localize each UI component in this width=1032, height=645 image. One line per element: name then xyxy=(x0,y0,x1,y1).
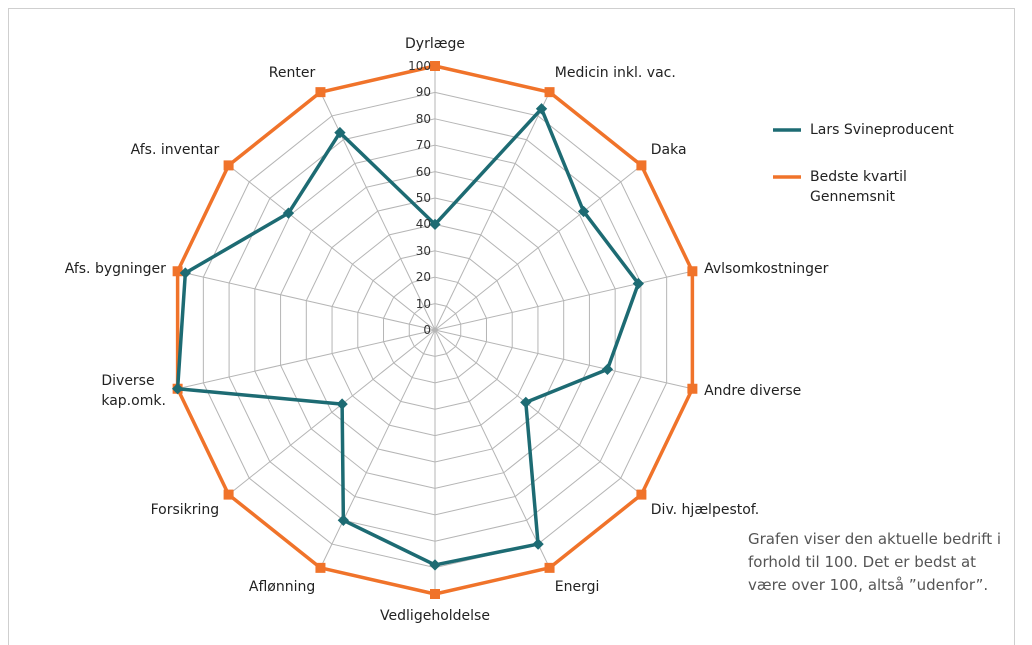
legend-label: Lars Svineproducent xyxy=(810,122,954,138)
marker xyxy=(223,489,234,500)
spoke xyxy=(228,329,436,495)
annotation: Grafen viser den aktuelle bedrift i forh… xyxy=(748,530,1002,594)
category-label: Vedligeholdelse xyxy=(380,608,490,624)
r-tick-label: 0 xyxy=(423,323,431,337)
spoke xyxy=(177,270,436,331)
category-label: Afs. bygninger xyxy=(64,260,166,277)
r-tick-label: 70 xyxy=(415,138,431,153)
spoke xyxy=(434,329,693,390)
marker xyxy=(632,277,644,290)
marker xyxy=(337,514,350,526)
category-label: Afs. inventar xyxy=(130,141,220,158)
marker xyxy=(315,87,326,98)
marker xyxy=(687,266,698,277)
category-label: Medicin inkl. vac. xyxy=(554,65,676,82)
marker xyxy=(544,562,555,573)
marker xyxy=(429,218,441,231)
category-label: Renter xyxy=(268,65,316,82)
marker xyxy=(430,61,440,71)
marker xyxy=(532,538,544,550)
category-label: Forsikring xyxy=(150,502,220,519)
spoke xyxy=(434,270,693,331)
spoke xyxy=(228,165,436,331)
marker xyxy=(223,160,234,171)
marker xyxy=(315,562,326,573)
r-tick-label: 40 xyxy=(415,217,431,232)
marker xyxy=(430,589,440,599)
marker xyxy=(334,126,346,139)
category-label: Dyrlæge xyxy=(405,36,465,52)
spoke xyxy=(434,329,642,495)
category-label: Andre diverse xyxy=(704,383,802,400)
marker xyxy=(636,489,647,500)
marker xyxy=(429,559,441,571)
marker xyxy=(577,205,590,218)
spoke xyxy=(434,165,642,331)
category-label: Daka xyxy=(650,141,687,158)
category-label: Diverse kap.omk. xyxy=(101,373,166,410)
frame xyxy=(8,8,1015,645)
marker xyxy=(636,160,647,171)
r-tick-label: 80 xyxy=(415,111,431,126)
category-label: Aflønning xyxy=(248,578,316,595)
spoke xyxy=(177,329,436,390)
marker xyxy=(172,266,183,277)
marker xyxy=(179,267,191,279)
r-tick-label: 10 xyxy=(415,296,431,311)
r-tick-label: 60 xyxy=(415,164,431,179)
spoke xyxy=(434,329,550,569)
r-tick-label: 20 xyxy=(415,270,431,285)
series-line xyxy=(175,107,641,567)
marker xyxy=(282,207,295,219)
marker xyxy=(171,383,184,395)
r-tick-label: 90 xyxy=(415,85,431,100)
marker xyxy=(336,398,348,410)
marker xyxy=(601,363,614,376)
marker xyxy=(544,87,555,98)
r-tick-label: 100 xyxy=(408,59,431,73)
category-label: Energi xyxy=(554,578,600,595)
r-tick-label: 50 xyxy=(415,191,431,205)
marker xyxy=(687,383,698,394)
r-tick-label: 30 xyxy=(415,243,431,258)
marker xyxy=(520,396,532,409)
legend-label: Bedste kvartil Gennemsnit xyxy=(810,169,907,205)
spoke xyxy=(434,91,550,331)
spoke xyxy=(320,329,436,569)
category-label: Avlsomkostninger xyxy=(704,260,829,277)
category-label: Div. hjælpestof. xyxy=(650,502,760,519)
